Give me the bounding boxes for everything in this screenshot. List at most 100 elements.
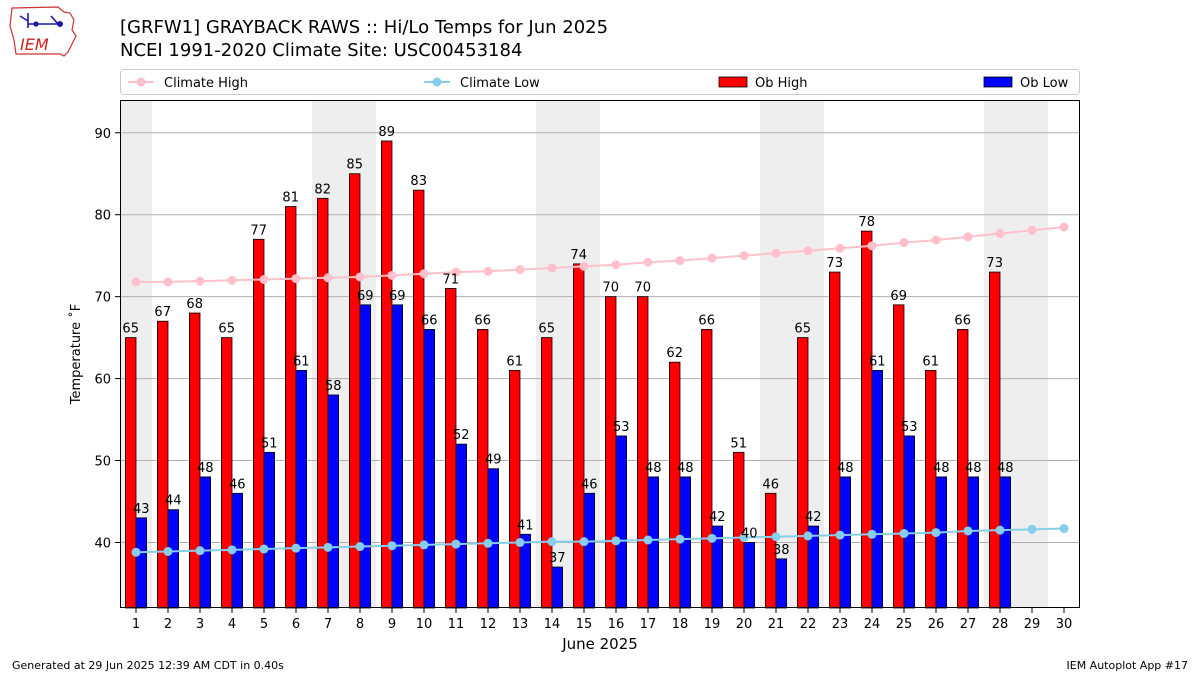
ob-high-label-26: 61 (922, 354, 939, 369)
y-tick-label: 80 (94, 209, 111, 224)
ob-high-label-11: 71 (442, 272, 459, 287)
x-tick-label: 17 (640, 617, 657, 632)
y-axis-label: Temperature ˚F (68, 304, 84, 405)
climate-high-point-19 (707, 253, 717, 263)
ob-high-bar-9 (380, 140, 393, 609)
climate-low-point-1 (131, 547, 141, 557)
ob-low-bar-7 (327, 394, 340, 609)
legend-ob-high-swatch (718, 76, 748, 88)
x-tick-label: 1 (132, 617, 140, 632)
climate-low-point-22 (803, 531, 813, 541)
climate-low-point-21 (771, 532, 781, 542)
x-tick-label: 3 (196, 617, 204, 632)
ob-low-bar-15 (583, 492, 596, 609)
ob-high-bar-19 (701, 329, 713, 609)
bar-value-labels: 65 67 68 65 77 81 82 85 89 83 71 66 61 65 74 70 70 62 66 51… (122, 125, 1013, 566)
ob-high-label-4: 65 (218, 322, 235, 337)
x-tick-label: 8 (356, 617, 364, 632)
climate-low-point-23 (835, 530, 845, 540)
climate-low-point-13 (515, 537, 525, 547)
climate-high-point-13 (515, 265, 525, 275)
x-tick-label: 5 (260, 617, 268, 632)
legend-frame (120, 69, 1080, 95)
ob-high-label-2: 67 (154, 305, 171, 320)
ob-high-label-21: 46 (762, 477, 779, 492)
climate-high-point-25 (899, 238, 909, 248)
ob-low-label-10: 66 (421, 313, 438, 328)
ob-low-label-7: 58 (325, 379, 342, 394)
climate-high-point-5 (259, 274, 269, 284)
ob-low-label-14: 37 (549, 551, 566, 566)
ob-high-bar-16 (605, 296, 617, 609)
ob-low-label-13: 41 (517, 518, 534, 533)
climate-low-point-10 (419, 540, 429, 550)
ob-low-label-2: 44 (165, 494, 182, 509)
legend-ob-high-label: Ob High (755, 76, 808, 91)
x-axis-label: June 2025 (561, 635, 638, 653)
ob-low-label-11: 52 (453, 428, 470, 443)
x-tick-label: 27 (960, 617, 977, 632)
chart-title: [GRFW1] GRAYBACK RAWS :: Hi/Lo Temps for… (120, 17, 609, 38)
ob-low-label-3: 48 (197, 461, 214, 476)
ob-high-bar-15 (573, 263, 585, 609)
climate-high-point-1 (131, 277, 141, 287)
ob-high-label-13: 61 (506, 354, 523, 369)
ob-low-label-12: 49 (485, 453, 502, 468)
x-tick-label: 13 (512, 617, 529, 632)
ob-high-label-27: 66 (954, 313, 971, 328)
climate-high-point-22 (803, 246, 813, 256)
climate-low-point-30 (1059, 524, 1069, 534)
climate-low-point-5 (259, 544, 269, 554)
ob-low-label-27: 48 (965, 461, 982, 476)
legend-ob-low-swatch (983, 76, 1013, 88)
x-tick-label: 10 (416, 617, 433, 632)
ob-low-label-17: 48 (645, 461, 662, 476)
climate-high-point-12 (483, 266, 493, 276)
ob-high-label-22: 65 (794, 322, 811, 337)
climate-high-point-14 (547, 263, 557, 273)
ob-high-label-8: 85 (346, 158, 363, 173)
legend: Climate High Climate Low Ob High Ob Low (120, 69, 1080, 95)
ob-low-bar-8 (359, 304, 372, 609)
climate-low-point-29 (1027, 524, 1037, 534)
ob-low-bar-11 (455, 443, 468, 609)
climate-high-point-26 (931, 235, 941, 245)
climate-low-point-28 (995, 525, 1005, 535)
ob-high-bar-22 (797, 337, 809, 609)
ob-high-label-12: 66 (474, 313, 491, 328)
climate-high-point-18 (675, 256, 685, 266)
climate-low-point-8 (355, 542, 365, 552)
x-tick-label: 15 (576, 617, 593, 632)
legend-climate-low-marker (432, 77, 442, 87)
shade-day-29 (1016, 100, 1048, 608)
iem-logo-text: IEM (20, 35, 49, 54)
ob-low-label-8: 69 (357, 289, 374, 304)
ob-low-label-23: 48 (837, 461, 854, 476)
ob-low-bar-5 (263, 451, 276, 609)
climate-high-point-15 (579, 261, 589, 271)
climate-low-point-27 (963, 526, 973, 536)
ob-low-label-9: 69 (389, 289, 406, 304)
climate-low-point-4 (227, 545, 237, 555)
climate-high-point-17 (643, 257, 653, 267)
ob-high-label-15: 74 (570, 248, 587, 263)
ob-high-bar-12 (476, 329, 489, 609)
app-credit: IEM Autoplot App #17 (1066, 659, 1189, 672)
y-tick-label: 50 (94, 455, 111, 470)
climate-lines (131, 222, 1069, 557)
ob-low-label-24: 61 (869, 354, 886, 369)
climate-high-point-7 (323, 273, 333, 283)
climate-high-point-28 (995, 229, 1005, 239)
ob-low-bar-16 (615, 435, 628, 609)
climate-high-line (136, 226, 1065, 283)
ob-low-bar-14 (551, 566, 564, 609)
ob-low-label-21: 38 (773, 543, 790, 558)
climate-high-point-4 (227, 275, 237, 285)
climate-low-point-14 (547, 537, 557, 547)
legend-climate-high-marker (136, 77, 146, 87)
ob-high-label-28: 73 (986, 256, 1003, 271)
ob-high-label-18: 62 (666, 346, 683, 361)
ob-high-label-14: 65 (538, 322, 555, 337)
ob-low-label-16: 53 (613, 420, 630, 435)
